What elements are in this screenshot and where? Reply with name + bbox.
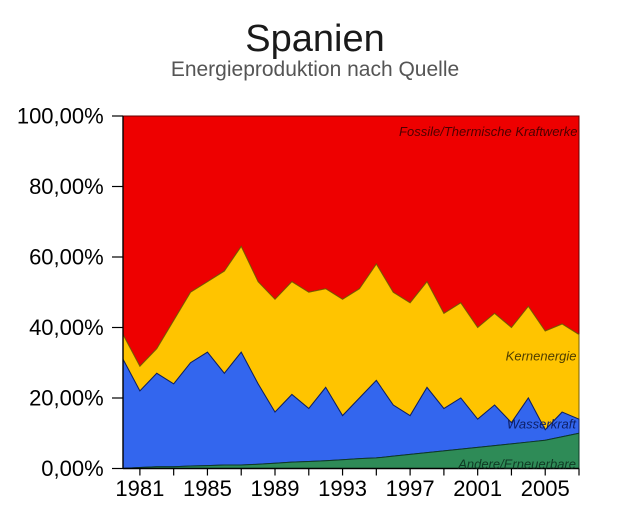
svg-text:2001: 2001 [453, 476, 502, 501]
svg-text:60,00%: 60,00% [29, 245, 104, 270]
svg-text:1981: 1981 [115, 476, 164, 501]
svg-text:80,00%: 80,00% [29, 174, 104, 199]
svg-text:1989: 1989 [251, 476, 300, 501]
svg-text:Wasserkraft: Wasserkraft [507, 417, 577, 432]
svg-text:Andere/Erneuerbare: Andere/Erneuerbare [457, 457, 576, 472]
svg-text:1985: 1985 [183, 476, 232, 501]
svg-text:1993: 1993 [318, 476, 367, 501]
svg-text:100,00%: 100,00% [17, 104, 104, 129]
svg-text:Fossile/Thermische Kraftwerke: Fossile/Thermische Kraftwerke [399, 124, 577, 139]
svg-text:2005: 2005 [521, 476, 570, 501]
svg-text:1997: 1997 [386, 476, 435, 501]
svg-text:20,00%: 20,00% [29, 386, 104, 411]
svg-text:0,00%: 0,00% [41, 456, 103, 481]
svg-text:Kernenergie: Kernenergie [506, 348, 577, 363]
svg-text:40,00%: 40,00% [29, 315, 104, 340]
